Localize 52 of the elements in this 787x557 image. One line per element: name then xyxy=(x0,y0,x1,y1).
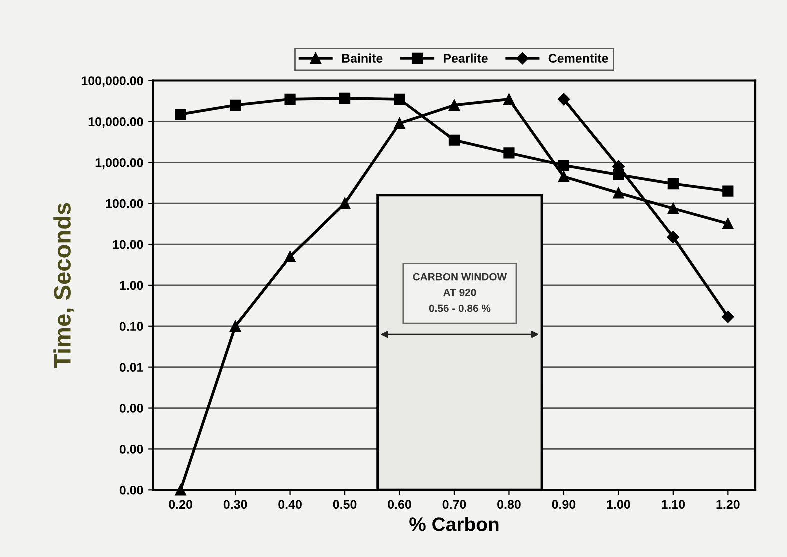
y-tick-label: 10,000.00 xyxy=(88,118,144,128)
point xyxy=(448,134,460,146)
y-tick-label: 1,000.00 xyxy=(96,158,144,170)
x-axis-title: % Carbon xyxy=(410,517,499,532)
x-tick-label: 0.50 xyxy=(333,500,357,510)
point xyxy=(558,171,570,182)
band-label: CARBON WINDOW AT 920 0.56 - 0.86 % xyxy=(413,273,508,312)
y-tick-label: 100,000.00 xyxy=(82,76,144,88)
y-tick-label: 10.00 xyxy=(113,240,144,250)
point xyxy=(339,92,351,104)
point xyxy=(722,310,734,324)
legend-label: Bainite xyxy=(342,54,383,63)
point xyxy=(284,94,296,105)
point xyxy=(175,484,186,496)
point xyxy=(504,148,515,159)
point xyxy=(230,320,242,332)
point xyxy=(230,100,242,111)
point xyxy=(448,100,460,111)
point xyxy=(558,160,570,172)
y-tick-label: 0.01 xyxy=(120,363,144,372)
point xyxy=(339,198,351,210)
x-tick-label: 0.70 xyxy=(442,500,466,510)
x-tick-label: 1.20 xyxy=(716,500,740,510)
y-tick-label: 100.00 xyxy=(106,199,144,208)
x-tick-label: 0.90 xyxy=(552,500,576,510)
y-tick-label: 0.10 xyxy=(120,322,144,332)
x-tick-label: 0.80 xyxy=(498,500,521,510)
y-axis-title: Time, Seconds xyxy=(54,203,74,368)
point xyxy=(284,251,296,262)
point xyxy=(394,118,406,130)
point xyxy=(394,94,406,105)
y-tick-label: 1.00 xyxy=(120,281,144,290)
x-tick-label: 1.10 xyxy=(662,500,686,510)
point xyxy=(558,93,570,106)
y-tick-label: 0.00 xyxy=(120,404,144,413)
x-tick-label: 0.20 xyxy=(169,500,192,510)
point xyxy=(722,218,734,230)
point xyxy=(613,188,624,199)
y-tick-label: 0.00 xyxy=(120,445,144,454)
x-tick-label: 0.60 xyxy=(388,500,412,510)
point xyxy=(668,178,679,190)
point xyxy=(722,186,734,197)
point xyxy=(504,94,515,105)
point xyxy=(667,231,680,244)
x-tick-label: 0.40 xyxy=(278,500,302,510)
legend-label: Pearlite xyxy=(444,54,488,63)
y-tick-label: 0.00 xyxy=(120,486,144,495)
point xyxy=(668,203,679,214)
point xyxy=(175,108,186,120)
legend-label: Cementite xyxy=(548,54,608,63)
x-tick-label: 0.30 xyxy=(224,500,248,510)
x-tick-label: 1.00 xyxy=(607,500,630,510)
